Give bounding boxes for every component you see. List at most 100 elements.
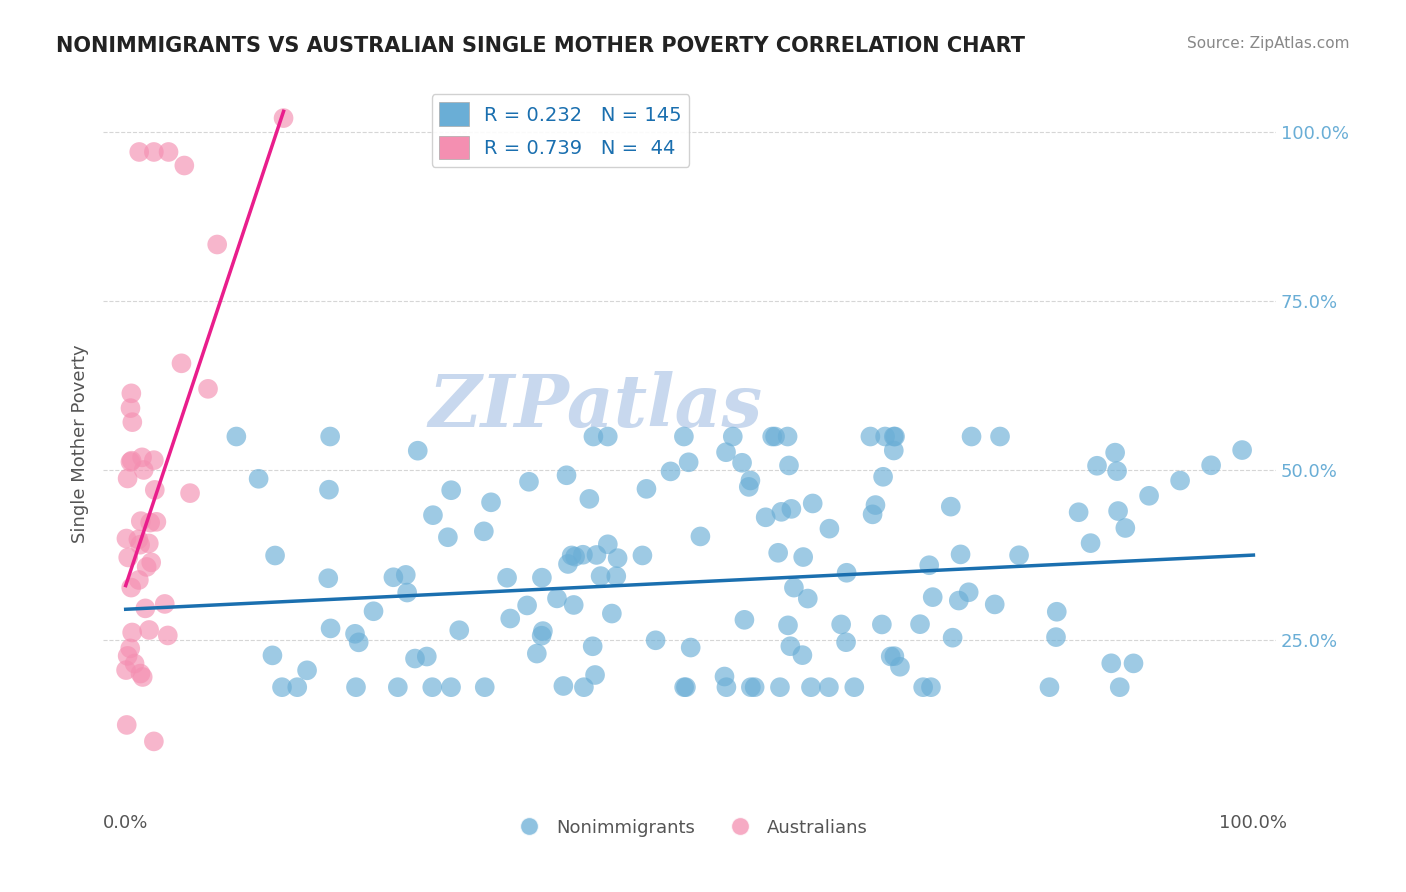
Point (553, 679, 575, 693)
Point (1114, 521, 1136, 535)
Point (779, 639, 801, 653)
Point (197, 382, 219, 396)
Point (531, 624, 554, 639)
Point (776, 429, 799, 443)
Point (792, 549, 814, 564)
Point (1105, 464, 1128, 478)
Point (572, 548, 595, 562)
Point (672, 429, 695, 443)
Point (420, 680, 443, 694)
Point (142, 145, 165, 159)
Text: Source: ZipAtlas.com: Source: ZipAtlas.com (1187, 36, 1350, 51)
Point (713, 669, 735, 683)
Point (883, 443, 905, 458)
Point (596, 429, 619, 443)
Point (1122, 657, 1144, 671)
Point (763, 429, 786, 443)
Point (921, 590, 943, 604)
Text: NONIMMIGRANTS VS AUSTRALIAN SINGLE MOTHER POVERTY CORRELATION CHART: NONIMMIGRANTS VS AUSTRALIAN SINGLE MOTHE… (56, 36, 1025, 55)
Point (437, 530, 460, 544)
Point (733, 613, 755, 627)
Point (264, 549, 287, 563)
Point (479, 495, 502, 509)
Point (318, 483, 340, 497)
Point (880, 649, 903, 664)
Point (942, 631, 965, 645)
Point (530, 629, 553, 643)
Point (316, 571, 339, 585)
Point (170, 356, 193, 370)
Point (120, 401, 142, 416)
Point (960, 429, 983, 443)
Point (908, 617, 931, 632)
Point (1137, 489, 1160, 503)
Point (474, 680, 496, 694)
Point (740, 474, 762, 488)
Point (875, 429, 897, 443)
Point (679, 640, 702, 655)
Point (557, 557, 579, 571)
Point (716, 680, 738, 694)
Point (205, 237, 228, 252)
Point (127, 533, 149, 547)
Point (555, 468, 578, 483)
Point (1099, 657, 1122, 671)
Point (883, 649, 905, 664)
Point (121, 453, 143, 467)
Point (721, 429, 744, 443)
Y-axis label: Single Mother Poverty: Single Mother Poverty (72, 344, 89, 542)
Point (120, 455, 142, 469)
Point (673, 680, 696, 694)
Point (870, 617, 893, 632)
Point (1230, 443, 1253, 458)
Point (1008, 548, 1031, 562)
Point (138, 623, 160, 637)
Point (128, 145, 150, 159)
Text: ZIPatlas: ZIPatlas (429, 371, 763, 442)
Point (363, 604, 385, 618)
Point (115, 718, 138, 732)
Point (271, 680, 294, 694)
Point (1038, 680, 1060, 694)
Point (1168, 474, 1191, 488)
Point (1045, 630, 1067, 644)
Point (121, 625, 143, 640)
Point (128, 573, 150, 587)
Point (1080, 536, 1102, 550)
Point (449, 624, 471, 638)
Point (416, 649, 439, 664)
Point (783, 581, 806, 595)
Point (121, 415, 143, 429)
Point (517, 475, 540, 489)
Point (135, 560, 157, 574)
Point (761, 429, 783, 443)
Point (295, 663, 318, 677)
Point (561, 549, 583, 563)
Point (120, 386, 142, 401)
Point (606, 551, 628, 566)
Point (139, 516, 162, 530)
Point (862, 508, 884, 522)
Point (129, 666, 152, 681)
Point (769, 680, 792, 694)
Point (395, 567, 418, 582)
Point (472, 524, 495, 539)
Point (659, 464, 682, 478)
Point (766, 546, 789, 560)
Point (988, 429, 1011, 443)
Point (948, 593, 970, 607)
Point (156, 628, 179, 642)
Point (835, 566, 858, 580)
Point (347, 635, 370, 649)
Point (738, 480, 761, 494)
Point (572, 680, 595, 694)
Point (117, 648, 139, 663)
Point (776, 618, 799, 632)
Point (678, 455, 700, 469)
Point (675, 680, 697, 694)
Point (731, 456, 754, 470)
Point (319, 622, 342, 636)
Point (1108, 680, 1130, 694)
Point (800, 680, 823, 694)
Point (516, 599, 538, 613)
